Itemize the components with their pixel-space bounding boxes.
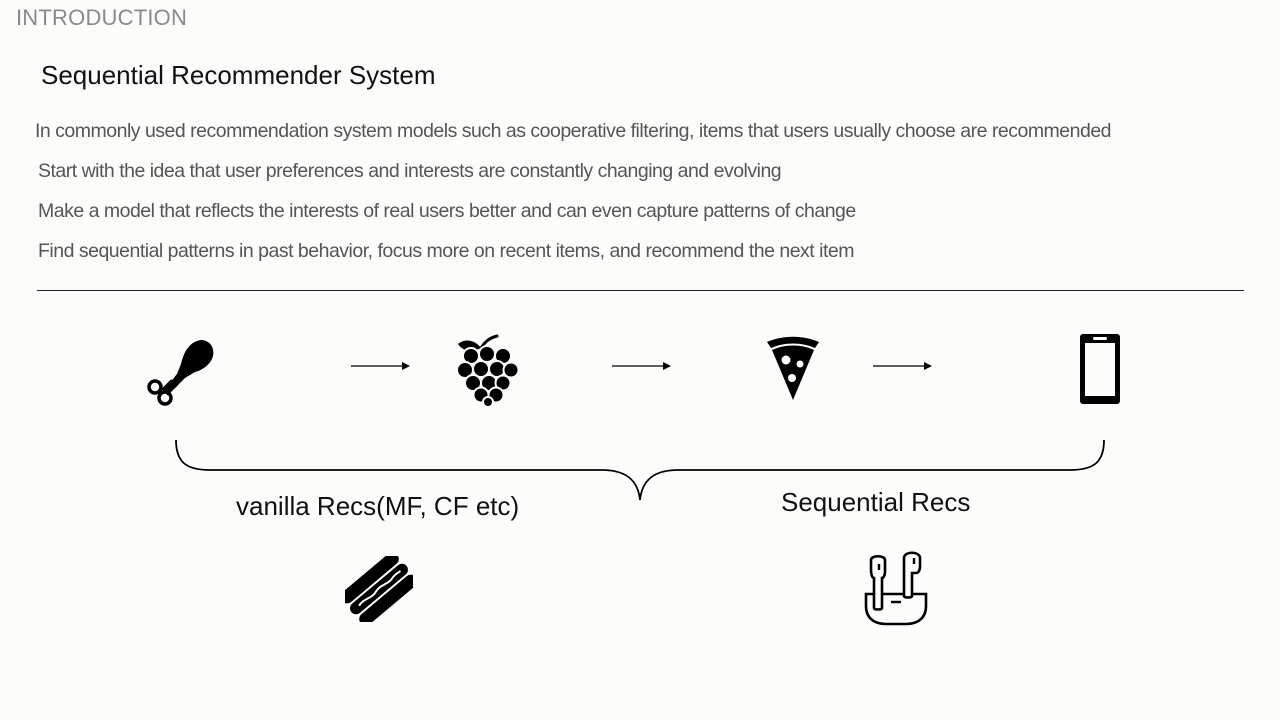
chicken-leg-icon: [147, 340, 214, 406]
section-label: INTRODUCTION: [16, 5, 188, 30]
bullet-item: In commonly used recommendation system m…: [35, 120, 1112, 142]
arrow-right-icon: [873, 362, 932, 370]
vanilla-recs-caption: vanilla Recs(MF, CF etc): [236, 491, 520, 521]
sequential-recs-caption: Sequential Recs: [781, 487, 971, 517]
divider-line: [37, 290, 1244, 291]
earbuds-icon: [864, 551, 928, 626]
hotdog-icon: [345, 556, 413, 622]
pizza-slice-icon: [767, 336, 819, 400]
arrow-right-icon: [612, 362, 671, 370]
bullet-item: Make a model that reflects the interests…: [38, 200, 856, 222]
smartphone-icon: [1080, 334, 1120, 404]
slide-title: Sequential Recommender System: [41, 60, 436, 90]
bullet-item: Start with the idea that user preference…: [38, 160, 782, 182]
grapes-icon: [456, 334, 519, 406]
curly-brace: [175, 439, 1105, 501]
arrow-right-icon: [351, 362, 410, 370]
bullet-item: Find sequential patterns in past behavio…: [38, 240, 854, 262]
